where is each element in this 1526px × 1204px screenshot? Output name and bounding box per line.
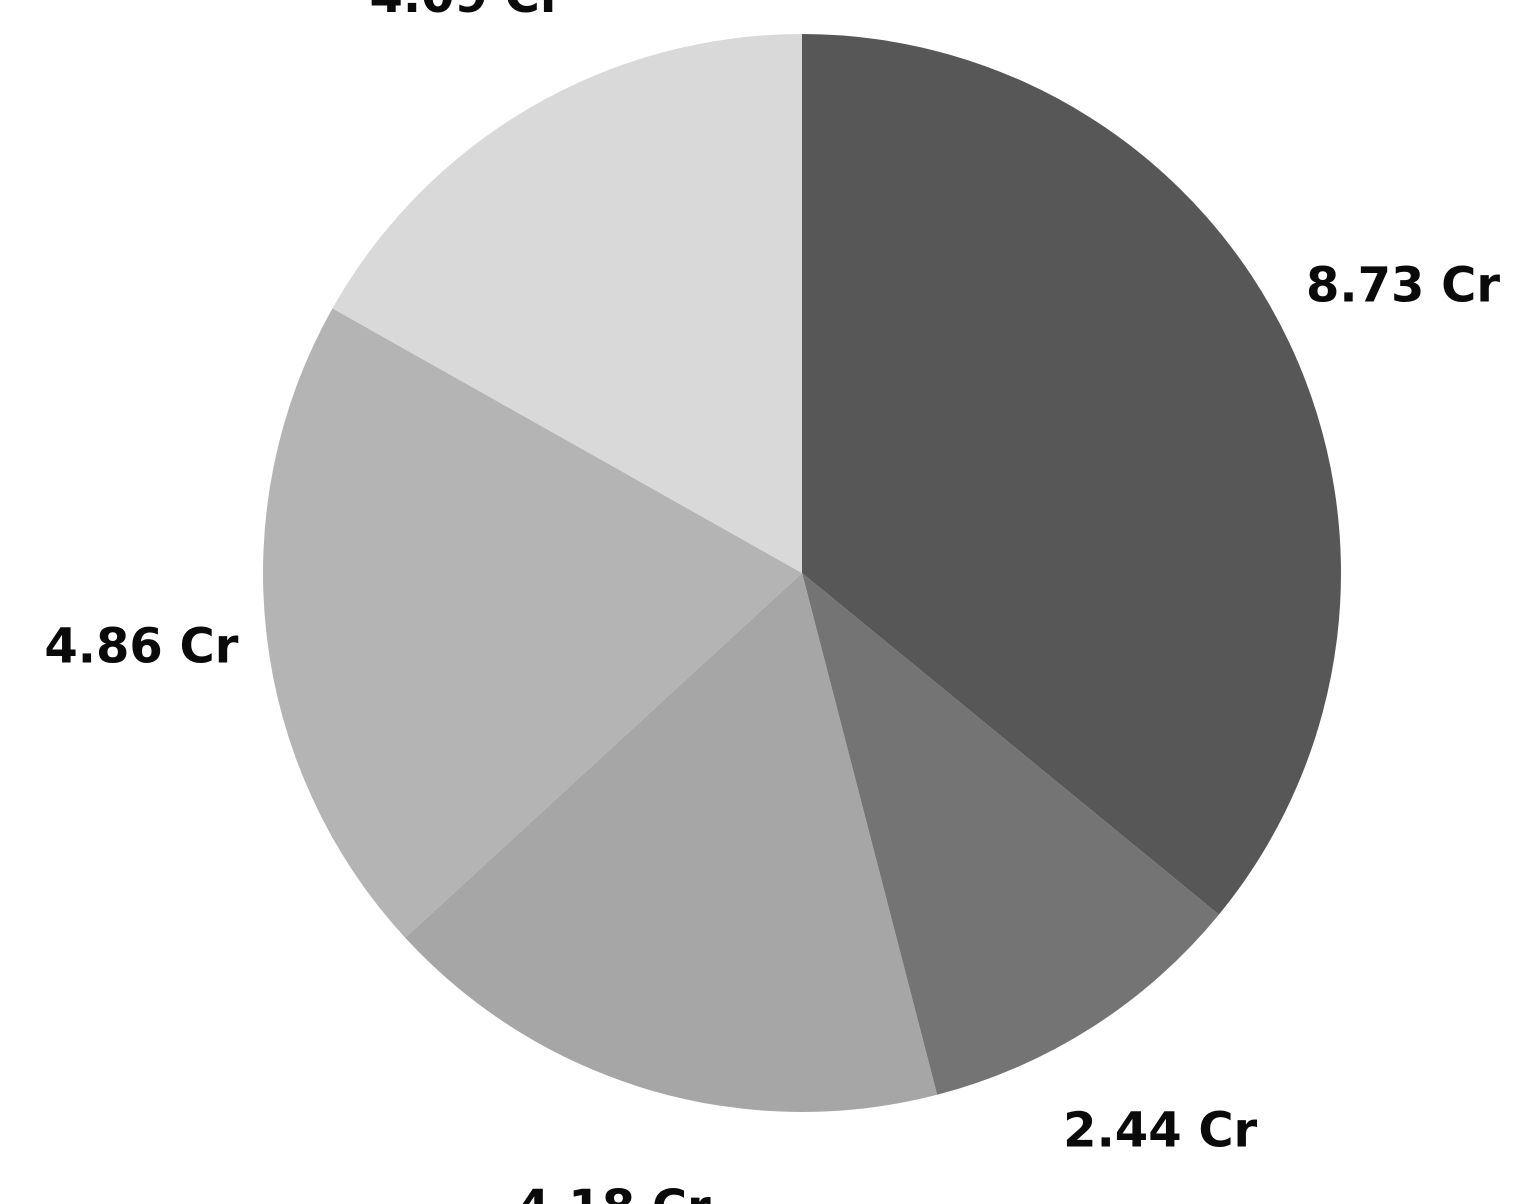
pie-slice-label-4: 4.09 Cr <box>369 0 563 24</box>
pie-slice-3 <box>263 308 802 938</box>
pie-labels: 8.73 Cr 2.44 Cr 4.18 Cr 4.86 Cr 4.09 Cr <box>44 0 1500 1204</box>
pie-slice-1 <box>802 573 1219 1095</box>
pie-slice-4 <box>332 33 802 573</box>
pie-slice-2 <box>405 573 938 1112</box>
pie-slice-0 <box>802 34 1341 915</box>
pie-slice-label-1: 2.44 Cr <box>1063 1102 1257 1158</box>
pie-slice-label-3: 4.86 Cr <box>44 618 238 674</box>
pie-slice-label-0: 8.73 Cr <box>1306 258 1500 314</box>
pie-slices <box>263 33 1341 1112</box>
pie-slice-label-2: 4.18 Cr <box>517 1180 711 1204</box>
